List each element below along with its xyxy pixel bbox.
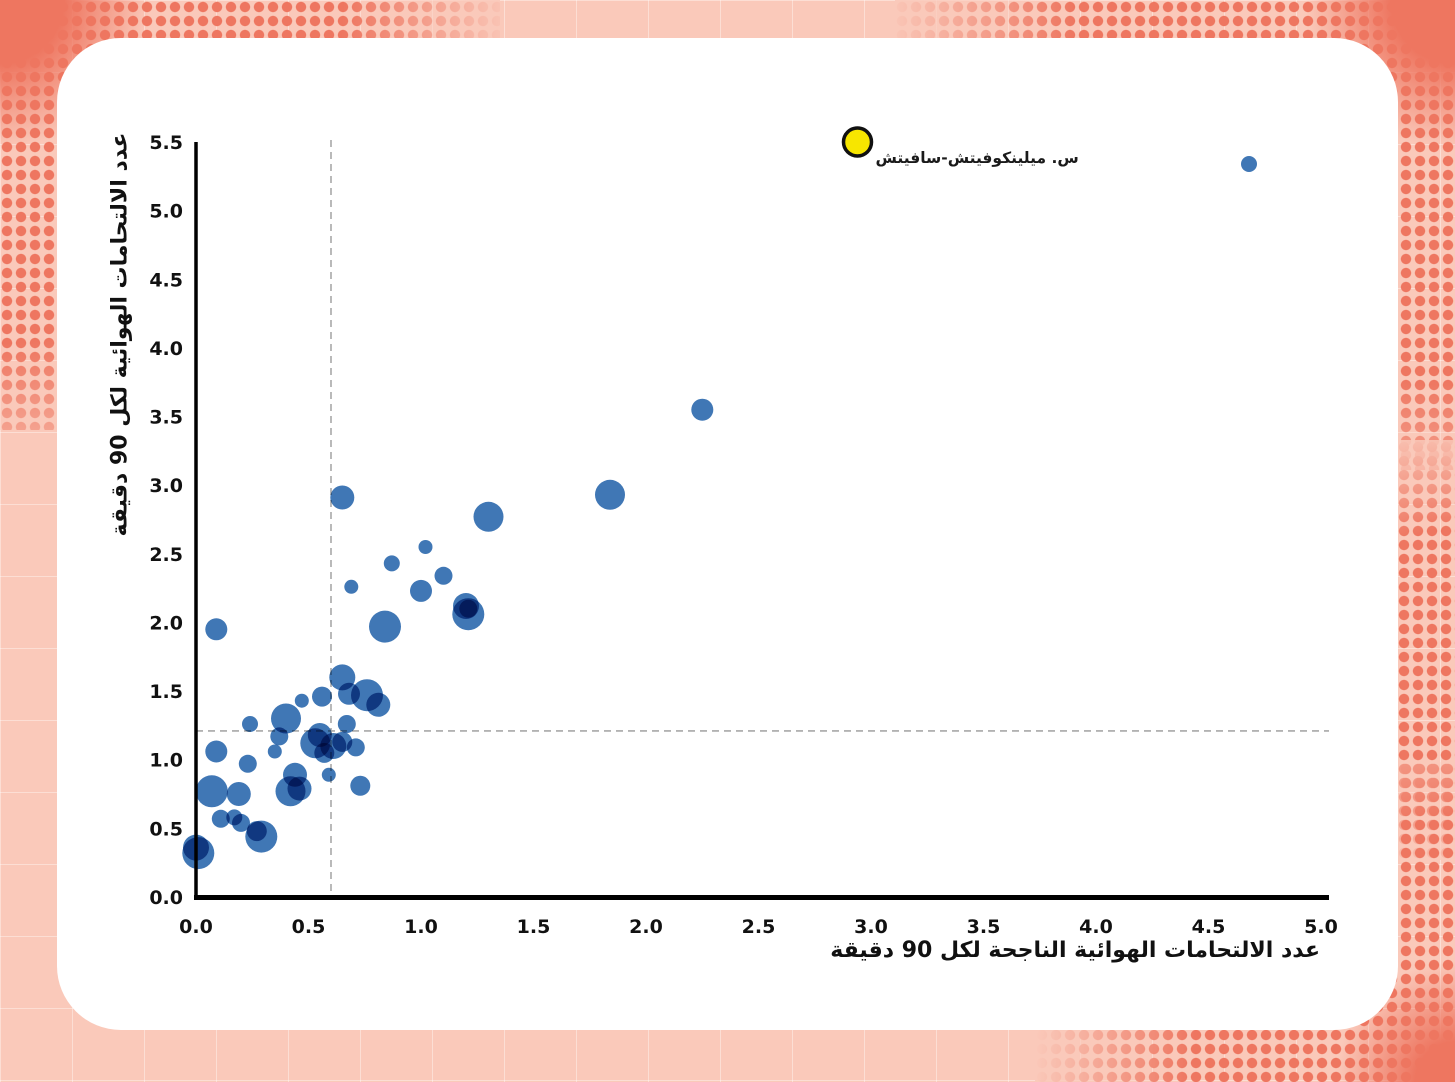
y-tick-label: 0.5 — [149, 818, 183, 840]
data-point — [195, 775, 228, 808]
data-point — [337, 715, 356, 733]
data-point — [344, 579, 359, 594]
y-tick-label: 4.0 — [149, 338, 183, 360]
data-point — [205, 618, 228, 641]
data-point — [691, 398, 714, 421]
data-point — [410, 579, 432, 602]
y-tick-label: 1.0 — [149, 750, 183, 772]
y-tick-label: 2.0 — [149, 612, 183, 634]
data-point — [205, 740, 228, 763]
x-tick-label: 1.5 — [517, 916, 551, 938]
data-point — [271, 703, 301, 734]
x-axis-title: عدد الالتحامات الهوائية الناجحة لكل 90 د… — [830, 938, 1320, 963]
chart-card: 0.0 0.5 1.0 1.5 2.0 2.5 3.0 3.5 4.0 4.5 5.0 0.0 0.5 1… — [57, 38, 1398, 1030]
data-point — [459, 599, 478, 618]
data-point — [245, 820, 278, 853]
data-point — [369, 610, 401, 643]
data-point — [473, 501, 504, 532]
highlighted-point — [841, 126, 874, 158]
x-tick-label: 3.0 — [854, 916, 888, 938]
data-point — [294, 693, 309, 708]
data-point — [275, 776, 306, 807]
data-point — [267, 744, 282, 759]
data-point — [350, 775, 371, 796]
y-tick-label: 5.0 — [149, 201, 183, 223]
x-tick-label: 1.0 — [404, 916, 438, 938]
data-point — [321, 767, 336, 782]
y-tick-label: 4.5 — [149, 269, 183, 291]
x-tick-label: 2.5 — [742, 916, 776, 938]
data-point — [211, 809, 230, 828]
data-point — [238, 754, 257, 773]
data-point — [270, 727, 289, 746]
data-point — [182, 837, 215, 870]
x-tick-label: 2.0 — [629, 916, 663, 938]
y-tick-label: 1.5 — [149, 681, 183, 703]
data-point — [418, 540, 433, 554]
y-axis-title: عدد الالتحامات الهوائية لكل 90 دقيقة — [107, 132, 133, 537]
x-tick-label: 4.0 — [1079, 916, 1113, 938]
x-tick-label: 0.0 — [179, 916, 213, 938]
x-tick-label: 5.0 — [1304, 916, 1338, 938]
data-point — [242, 716, 258, 732]
x-tick-label: 3.5 — [967, 916, 1001, 938]
data-point — [346, 738, 365, 757]
data-point — [312, 686, 332, 707]
y-tick-label: 3.0 — [149, 475, 183, 497]
x-tick-label: 0.5 — [292, 916, 326, 938]
y-tick-label: 2.5 — [149, 544, 183, 566]
y-tick-label: 0.0 — [149, 887, 183, 909]
data-point — [434, 566, 453, 585]
data-point — [232, 813, 250, 832]
data-point — [314, 742, 335, 763]
plot-area: 0.0 0.5 1.0 1.5 2.0 2.5 3.0 3.5 4.0 4.5 5.0 0.0 0.5 1… — [149, 126, 1338, 938]
data-point — [330, 485, 355, 510]
data-point — [383, 555, 400, 572]
y-tick-label: 3.5 — [149, 407, 183, 429]
y-tick-label: 5.5 — [149, 132, 183, 154]
data-point — [366, 692, 391, 717]
highlight-label: س. ميلينكوفيتش-سافيتش — [875, 149, 1079, 167]
scatter-chart: 0.0 0.5 1.0 1.5 2.0 2.5 3.0 3.5 4.0 4.5 5.0 0.0 0.5 1… — [57, 38, 1398, 1030]
data-point — [595, 479, 625, 510]
data-point — [338, 682, 360, 705]
data-point — [1241, 156, 1257, 172]
data-point — [226, 782, 251, 806]
x-tick-label: 4.5 — [1192, 916, 1226, 938]
